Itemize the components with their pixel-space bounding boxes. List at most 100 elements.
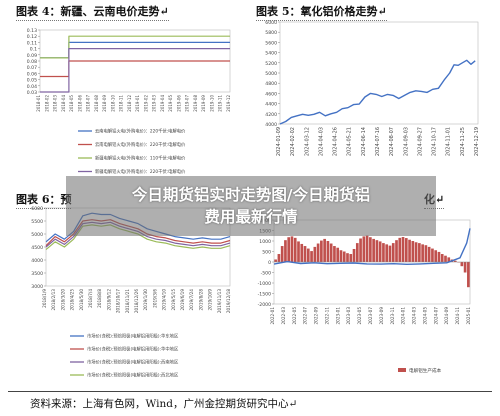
p6-y-tick-label: 4500 (31, 245, 43, 251)
p6-x-tick-label: 2019/7/24 (189, 289, 194, 311)
p5-y-tick-label: 5200 (265, 61, 277, 67)
p7-bar (349, 254, 353, 262)
p7-x-tick-label: 2022-05 (292, 307, 297, 325)
p6-y-tick-label: 4000 (31, 258, 43, 264)
p4-legend-label: 云南电解铝火电(外购电价)：220千伏:电解电价 (95, 128, 186, 135)
p7-bar (395, 240, 398, 262)
headline-line-2: 费用最新行情 (204, 208, 298, 226)
p7-bar (336, 247, 340, 262)
p6-y-tick-label: 5500 (31, 219, 43, 225)
p7-x-tick-label: 2024-03 (412, 307, 417, 325)
p5-x-tick-label: 2024-04-03 (318, 127, 324, 156)
panel-5-title: 图表 5：氧化铝价格走势↵ (256, 5, 387, 21)
p7-bar (382, 243, 385, 262)
p4-x-tick-label: 2019-07 (185, 95, 190, 112)
p7-legend-swatch (398, 368, 406, 372)
p4-x-tick-label: 2018-06 (77, 95, 82, 112)
p7-y-tick-label: 0 (268, 260, 271, 266)
p4-y-tick-label: 0.09 (27, 53, 37, 59)
p6-x-tick-label: 2019/3/6 (152, 289, 157, 308)
p4-series-line (40, 47, 230, 93)
p5-x-tick-label: 2024-12-19 (474, 127, 480, 156)
p7-bar (329, 243, 333, 262)
p7-x-tick-label: 2025-01 (466, 307, 471, 325)
p6-x-tick-label: 2019/5/15 (171, 289, 176, 311)
p5-y-tick-label: 6000 (265, 20, 277, 26)
p6-legend-label: 市场价(含税):预焙阳极(电解铝用阳极):华东地区 (87, 333, 179, 340)
p4-x-tick-label: 2018-09 (102, 95, 107, 112)
p7-x-tick-label: 2023-09 (379, 307, 384, 325)
p7-bar (404, 238, 408, 262)
p6-x-tick-label: 2018/9/12 (106, 289, 111, 311)
p7-bar (359, 238, 362, 262)
p7-bar (320, 240, 323, 262)
p7-x-tick-label: 2023-03 (346, 307, 351, 325)
panel-chart-5: 图表 5：氧化铝价格走势↵ 6000 5800 5600 5400 5200 5000 48… (248, 0, 492, 176)
p7-x-tick-label: 2022-09 (314, 307, 319, 325)
chart-7-cost-profit: 2000150010005000-500-1000-1500-20002022-… (258, 218, 471, 374)
p7-x-tick-label: 2023-07 (368, 307, 373, 325)
p4-x-tick-label: 2018-07 (86, 95, 91, 112)
p6-x-tick-label: 2018/7/4 (88, 289, 93, 308)
p5-plot-frame (279, 21, 479, 125)
headline-banner[interactable]: 今日期货铝实时走势图/今日期货铝 费用最新行情 (66, 176, 436, 236)
p4-x-tick-label: 2019-06 (176, 95, 181, 112)
p4-x-tick-label: 2018-05 (69, 95, 74, 112)
p5-y-tick-label: 5000 (265, 71, 277, 77)
p7-bar (306, 248, 310, 262)
p7-bar (297, 241, 300, 262)
p6-y-tick-label: 6000 (31, 206, 43, 212)
p5-y-tick-label: 4800 (265, 81, 277, 87)
p4-y-tick-label: 0.13 (27, 28, 37, 34)
p5-x-tick-label: 2024-05-21 (347, 127, 353, 156)
p7-bar (444, 255, 447, 262)
p7-bar (411, 241, 415, 262)
p7-y-tick-label: -1000 (258, 281, 271, 287)
p4-x-tick-label: 2019-10 (209, 95, 214, 112)
p4-x-tick-label: 2019-09 (201, 95, 206, 112)
p5-x-tick-label: 2024-07-16 (375, 127, 381, 156)
p6-x-tick-label: 2018/8/8 (97, 289, 102, 308)
source-divider (8, 391, 492, 392)
p4-y-tick-label: 0.11 (27, 40, 37, 46)
p7-bar (437, 251, 441, 262)
p4-legend-label: 新疆电解铝火电(外购电价)：220千伏:电解电价 (95, 168, 186, 175)
p6-x-tick-label: 2019/11/13 (217, 289, 222, 313)
p7-bar (339, 250, 343, 262)
p4-y-tick-label: 0.06 (27, 71, 37, 77)
p6-x-tick-label: 2018/10/17 (116, 289, 121, 313)
p5-y-tick-label: 5600 (265, 40, 277, 46)
p4-series-line (40, 35, 230, 59)
p4-x-tick-label: 2018-08 (94, 95, 99, 112)
p6-x-tick-label: 2018/4/25 (70, 289, 75, 311)
p6-y-tick-label: 5000 (31, 232, 43, 238)
p6-legend-label: 市场价(含税):预焙阳极(电解铝用阳极):西北地区 (87, 372, 179, 379)
p4-y-tick-label: 0.07 (27, 65, 37, 71)
p7-bar (342, 251, 346, 262)
p7-x-tick-label: 2022-11 (324, 307, 329, 325)
p4-y-tick-label: 0.08 (27, 59, 37, 65)
p4-x-tick-label: 2019-04 (160, 95, 165, 112)
p7-x-tick-label: 2022-07 (303, 307, 308, 325)
p7-bar (434, 250, 438, 262)
p4-legend-label: 云南电解铝火电(外购电价)：220千伏:电解电价 (95, 141, 186, 148)
p7-y-tick-label: 1000 (259, 239, 271, 245)
p7-bar (326, 241, 330, 262)
p4-legend-label: 新疆电解铝火电(外购电价)：110千伏:电解电价 (95, 155, 186, 162)
p7-y-tick-label: 500 (262, 250, 271, 256)
p6-y-tick-label: 3500 (31, 271, 43, 277)
source-note: 资料来源：上海有色网，Wind，广州金控期货研究中心↵ (30, 398, 298, 410)
chart-5-alumina-price: 6000 5800 5600 5400 5200 5000 4800 4600 4400 4200… (265, 20, 480, 156)
p5-x-tick-label: 2024-04-26 (333, 127, 339, 156)
p5-y-tick-label: 5800 (265, 30, 277, 36)
p7-bar (440, 254, 444, 262)
p7-bar (313, 246, 317, 262)
p7-bar (355, 243, 359, 262)
p4-x-tick-label: 2019-11 (218, 95, 223, 112)
p7-bar (385, 244, 389, 262)
p7-bar (362, 236, 366, 262)
p6-x-tick-label: 2019/1/30 (143, 289, 148, 311)
p4-x-tick-label: 2019-12 (226, 95, 231, 112)
p7-y-tick-label: -1500 (258, 292, 271, 298)
p5-x-tick-label: 2024-02-02 (290, 127, 296, 156)
